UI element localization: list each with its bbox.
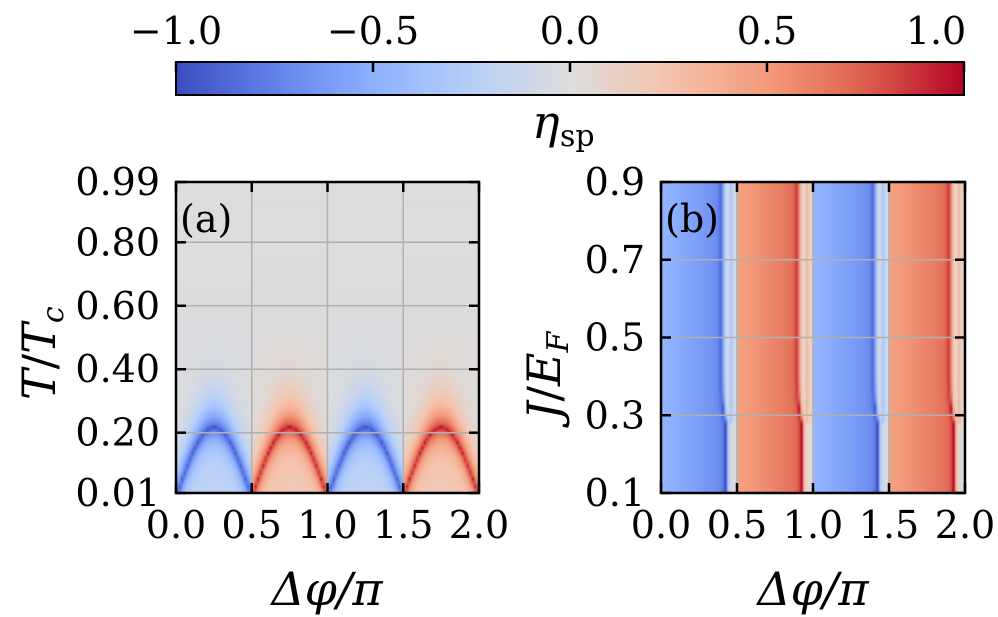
- panel-a: 0.0 0.5 1.0 1.5 2.00.010.200.400.600.800.99 …: [12, 160, 509, 616]
- panel-a-y-tick-label: 0.60: [75, 284, 160, 328]
- panel-a-tag: (a): [180, 197, 232, 241]
- panel-a-x-tick-label: 1.0: [297, 503, 357, 547]
- panel-b-tag: (b): [665, 197, 719, 241]
- colorbar-label: η sp: [532, 95, 595, 154]
- colorbar-ticks: −1.0 −0.5 0.0 0.5 1.0: [130, 9, 966, 72]
- panel-a-y-tick-label: 0.40: [75, 347, 160, 391]
- panel-b-x-tick-label: 1.5: [859, 503, 919, 547]
- panel-b-y-tick-label: 0.7: [585, 238, 645, 282]
- panel-a-ylabel: T/Tc: [12, 306, 71, 400]
- panel-a-y-tick-label: 0.01: [75, 471, 160, 515]
- panel-a-x-tick-label: 0.0: [146, 503, 206, 547]
- panel-a-ylabel-main: T/Tc: [12, 306, 71, 400]
- panel-a-y-tick-label: 0.20: [75, 411, 160, 455]
- colorbar-tick-label: 0.5: [737, 9, 797, 53]
- panel-b-ylabel-main: J/EF: [517, 330, 576, 428]
- panel-b-x-tick-label: 2.0: [935, 503, 995, 547]
- colorbar: −1.0 −0.5 0.0 0.5 1.0 η sp: [130, 9, 966, 154]
- panel-a-xlabel: Δφ/π: [269, 562, 383, 616]
- colorbar-tick-label: 1.0: [906, 9, 966, 53]
- panel-b-y-tick-label: 0.9: [585, 160, 645, 204]
- colorbar-label-sub: sp: [560, 119, 595, 154]
- panel-a-y-tick-label: 0.80: [75, 220, 160, 264]
- colorbar-tick-label: −1.0: [130, 9, 222, 53]
- panel-a-x-tick-label: 1.5: [373, 503, 433, 547]
- panel-b-x-tick-label: 0.0: [631, 503, 691, 547]
- panel-b-y-tick-label: 0.5: [585, 316, 645, 360]
- panel-b-y-tick-label: 0.3: [585, 393, 645, 437]
- panel-b-grid: [661, 182, 965, 493]
- panel-b-x-tick-label: 1.0: [783, 503, 843, 547]
- panel-a-x-tick-label: 2.0: [449, 503, 509, 547]
- colorbar-label-main: η: [532, 95, 560, 149]
- panel-b: 0.0 0.5 1.0 1.5 2.00.10.30.50.70.9 (b) Δφ/π …: [517, 160, 995, 616]
- panel-a-grid: [176, 182, 479, 493]
- panel-b-xlabel: Δφ/π: [755, 562, 869, 616]
- colorbar-tick-label: 0.0: [540, 9, 600, 53]
- panel-b-y-tick-label: 0.1: [585, 471, 645, 515]
- panel-b-ylabel: J/EF: [517, 330, 576, 428]
- panel-a-y-tick-label: 0.99: [75, 160, 160, 204]
- panel-a-x-tick-label: 0.5: [222, 503, 282, 547]
- panel-a-ticks: 0.0 0.5 1.0 1.5 2.0 0.01 0.20 0.40 0.60 0.80 0.99: [75, 160, 509, 547]
- panel-b-x-tick-label: 0.5: [707, 503, 767, 547]
- colorbar-tick-label: −0.5: [327, 9, 419, 53]
- panel-b-ticks: 0.0 0.5 1.0 1.5 2.0 0.1 0.3 0.5 0.7 0.9: [585, 160, 996, 547]
